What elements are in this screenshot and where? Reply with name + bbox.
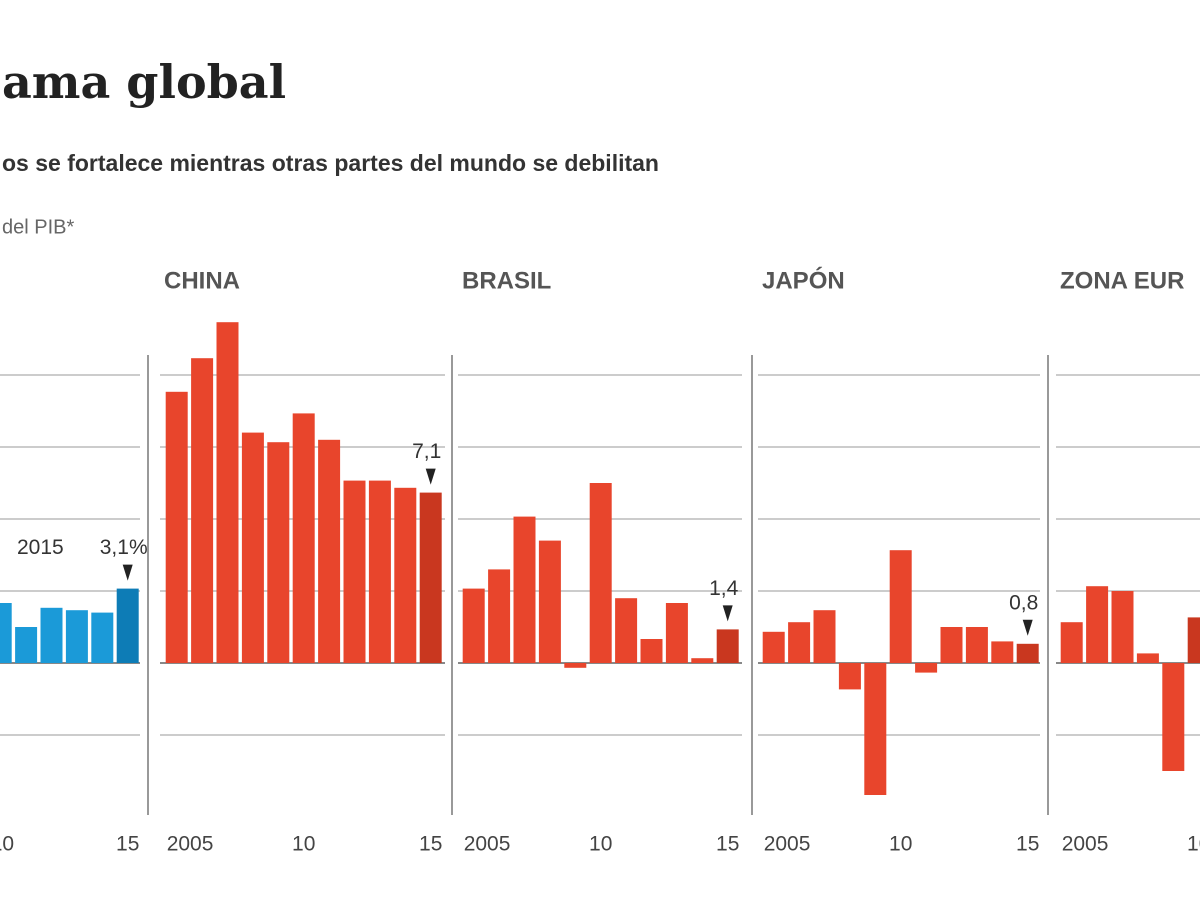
bar: [318, 439, 341, 663]
bar: [0, 603, 12, 663]
bar: [915, 663, 938, 673]
bar: [615, 598, 638, 663]
bar: [40, 607, 63, 663]
bar: [640, 639, 663, 663]
bar: [292, 413, 315, 663]
value-label: 3,1%: [100, 536, 148, 559]
bar: [513, 516, 536, 663]
bar: [462, 588, 485, 663]
bar: [1016, 643, 1039, 663]
bar: [564, 663, 587, 668]
label-pointer: [722, 605, 733, 622]
bar: [538, 540, 561, 663]
x-tick-label: 10: [1187, 833, 1200, 856]
bar: [965, 627, 988, 663]
x-tick-label: 10: [889, 833, 912, 856]
label-pointer: [1022, 619, 1033, 636]
bar: [788, 622, 811, 663]
panel-title: BRASIL: [462, 267, 551, 294]
x-tick-label: 15: [1016, 833, 1039, 856]
x-tick-label: 2005: [764, 833, 811, 856]
bar: [889, 550, 912, 663]
panel-title: JAPÓN: [762, 266, 845, 294]
x-tick-label: 15: [116, 833, 139, 856]
bar: [716, 629, 739, 663]
bar: [589, 483, 612, 663]
bar: [241, 432, 264, 663]
annotation: 2015: [17, 536, 64, 559]
bar: [488, 569, 511, 663]
subtitle: os se fortalece mientras otras partes de…: [2, 150, 659, 176]
bar: [813, 610, 836, 663]
bar: [691, 658, 714, 663]
bar: [394, 487, 417, 663]
bar: [1187, 617, 1200, 663]
bar: [216, 322, 239, 663]
bar: [838, 663, 861, 690]
bar: [343, 480, 366, 663]
bar: [1111, 591, 1134, 663]
bar: [65, 610, 88, 663]
bar: [165, 391, 188, 663]
bar: [1086, 586, 1109, 663]
bar: [665, 603, 688, 663]
x-tick-label: 10: [0, 833, 14, 856]
y-axis-label: del PIB*: [2, 216, 74, 238]
x-tick-label: 10: [292, 833, 315, 856]
value-label: 7,1: [412, 440, 441, 463]
bar: [419, 492, 442, 663]
value-label: 1,4: [709, 577, 739, 600]
bar: [116, 588, 139, 663]
bar: [15, 627, 38, 663]
x-tick-label: 15: [716, 833, 739, 856]
panel-title: CHINA: [164, 267, 240, 294]
label-pointer: [122, 564, 133, 581]
bar: [368, 480, 391, 663]
bar: [91, 612, 114, 663]
bar: [940, 627, 963, 663]
x-tick-label: 2005: [167, 833, 214, 856]
bar: [1162, 663, 1185, 771]
bar: [191, 358, 214, 663]
label-pointer: [425, 468, 436, 485]
chart-title: ama global: [2, 55, 286, 109]
bar: [864, 663, 887, 795]
value-label: 0,8: [1009, 591, 1038, 614]
bar: [267, 442, 290, 663]
x-tick-label: 10: [589, 833, 612, 856]
x-tick-label: 15: [419, 833, 442, 856]
x-tick-label: 2005: [1062, 833, 1109, 856]
panel-title: ZONA EUR: [1060, 267, 1184, 294]
bar: [1136, 653, 1159, 663]
bar: [762, 631, 785, 663]
bar: [1060, 622, 1083, 663]
bar: [991, 641, 1014, 663]
x-tick-label: 2005: [464, 833, 511, 856]
